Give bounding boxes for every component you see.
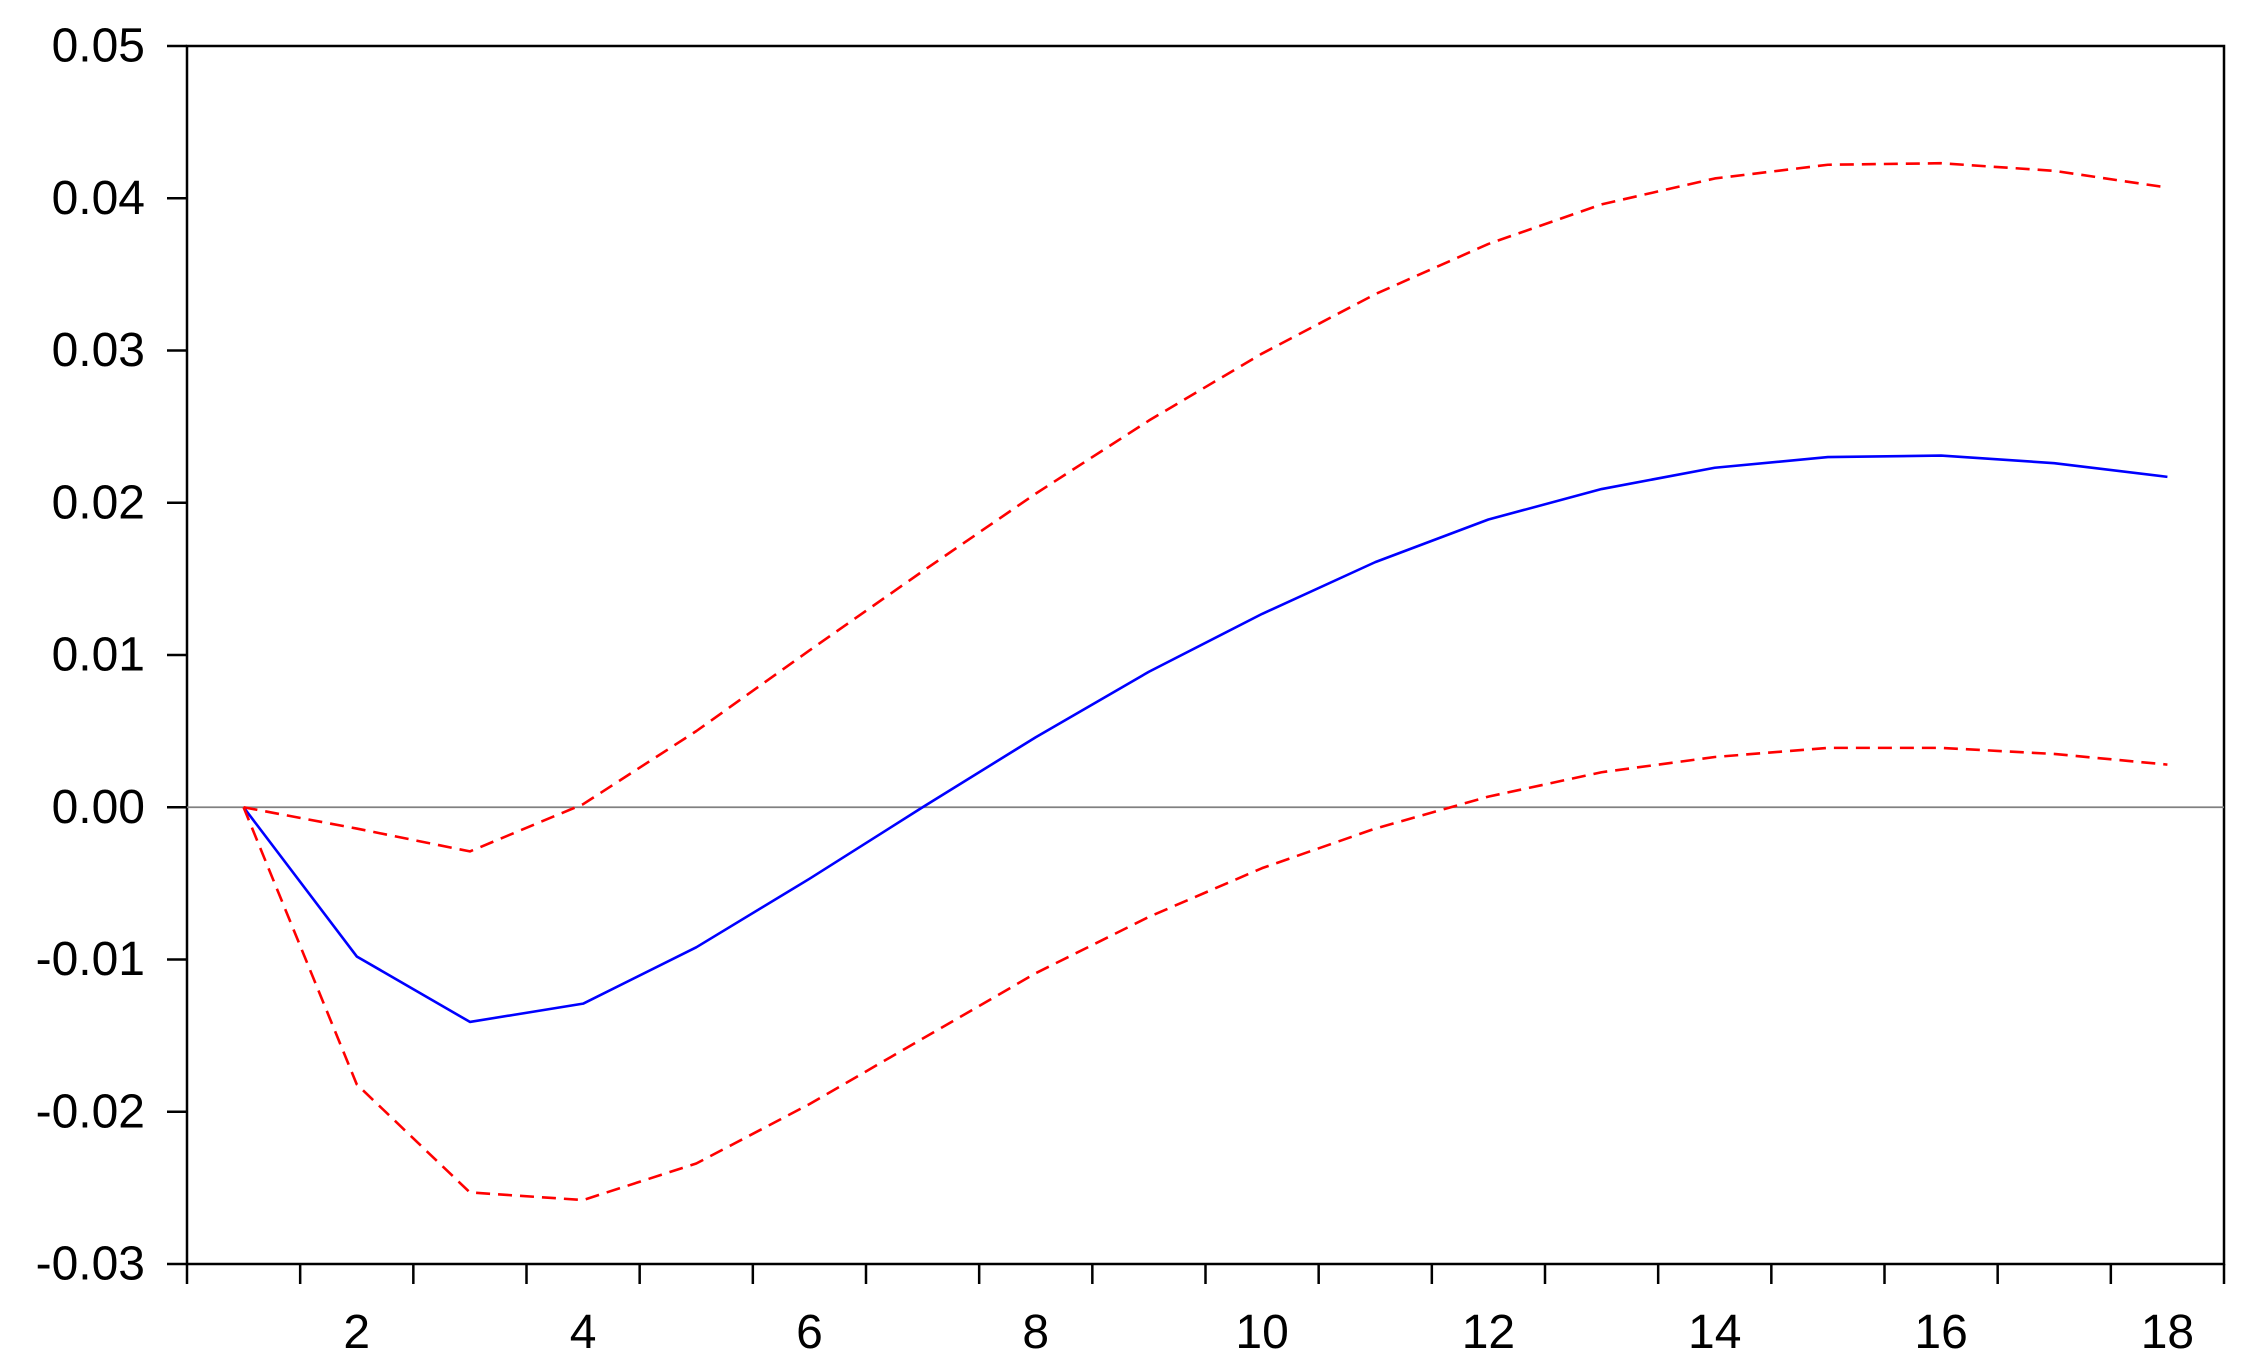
x-tick-label: 18 bbox=[2141, 1306, 2194, 1359]
series-line-lower-band bbox=[242, 746, 2168, 1202]
series-layer bbox=[242, 161, 2168, 1202]
y-tick-label: 0.03 bbox=[52, 324, 145, 377]
y-tick-label: 0.00 bbox=[52, 781, 145, 834]
x-tick-label: 14 bbox=[1688, 1306, 1741, 1359]
y-axis: 0.05 0.04 0.03 0.02 0.01 0.00 -0.01 -0.02 -0.03 bbox=[36, 20, 187, 1291]
x-tick-label: 2 bbox=[343, 1306, 370, 1359]
plot-frame bbox=[185, 44, 2226, 1266]
x-tick-label: 12 bbox=[1462, 1306, 1515, 1359]
y-tick-label: 0.05 bbox=[52, 20, 145, 73]
y-tick-label: -0.02 bbox=[36, 1085, 145, 1138]
x-tick-label: 16 bbox=[1914, 1306, 1967, 1359]
x-axis: 2 4 6 8 10 12 14 16 18 bbox=[185, 1264, 2226, 1359]
series-line-upper-band bbox=[243, 161, 2168, 853]
x-tick-label: 6 bbox=[796, 1306, 823, 1359]
y-tick-label: 0.02 bbox=[52, 476, 145, 529]
y-tick-label: -0.03 bbox=[36, 1238, 145, 1291]
series-line-response bbox=[242, 454, 2168, 1024]
x-tick-label: 8 bbox=[1022, 1306, 1049, 1359]
y-tick-label: 0.04 bbox=[52, 172, 145, 225]
x-tick-label: 4 bbox=[570, 1306, 597, 1359]
x-tick-label: 10 bbox=[1235, 1306, 1288, 1359]
y-tick-label: 0.01 bbox=[52, 629, 145, 682]
y-tick-label: -0.01 bbox=[36, 933, 145, 986]
